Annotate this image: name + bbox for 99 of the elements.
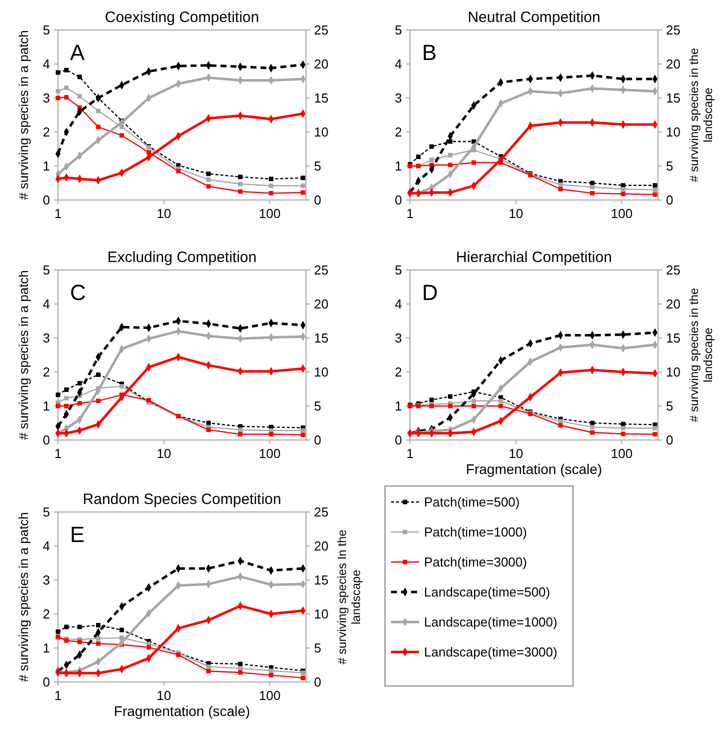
y-tick-label: 0: [394, 192, 402, 208]
chart-title: Coexisting Competition: [104, 9, 260, 26]
x-tick-label: 1: [54, 688, 62, 703]
y-axis-title: # surviving species in a patch: [16, 512, 31, 682]
y-tick-label: 3: [42, 90, 50, 106]
y2-tick-label: 5: [666, 158, 674, 174]
y2-tick-label: 5: [314, 398, 322, 414]
y-tick-label: 5: [394, 22, 402, 38]
y2-tick-label: 15: [666, 330, 680, 346]
y2-tick-label: 15: [666, 90, 680, 106]
y2-tick-label: 5: [666, 398, 674, 414]
y2-tick-label: 0: [314, 432, 322, 448]
x-tick-label: 1: [406, 446, 414, 461]
y-tick-label: 1: [42, 640, 50, 656]
x-tick-label: 10: [508, 206, 524, 221]
x-tick-label: 100: [258, 446, 281, 461]
y2-tick-label: 15: [314, 572, 328, 588]
annotation: C: [70, 280, 86, 305]
y-tick-label: 5: [42, 262, 50, 278]
y-tick-label: 3: [394, 330, 402, 346]
y-tick-label: 1: [394, 158, 402, 174]
y2-axis-title: # surviving species in the landscape: [687, 288, 715, 422]
annotation: A: [70, 40, 85, 65]
y2-tick-label: 10: [314, 606, 328, 622]
legend-label: Landscape(time=1000): [424, 614, 558, 630]
x-tick-label: 1: [54, 446, 62, 461]
x-tick-label: 100: [258, 688, 281, 703]
y2-tick-label: 20: [314, 296, 328, 312]
x-tick-label: 100: [610, 206, 633, 221]
y2-tick-label: 25: [666, 262, 680, 278]
y-tick-label: 4: [394, 56, 402, 72]
y2-tick-label: 0: [666, 192, 674, 208]
annotation: D: [422, 280, 438, 305]
x-tick-label: 10: [156, 446, 172, 461]
y-tick-label: 0: [42, 192, 50, 208]
y2-tick-label: 0: [314, 192, 322, 208]
y2-tick-label: 10: [666, 364, 680, 380]
x-axis-title: Fragmentation (scale): [466, 461, 602, 477]
y-axis-title: # surviving species in a patch: [16, 270, 31, 440]
x-tick-label: 100: [258, 206, 281, 221]
y-tick-label: 2: [394, 124, 402, 140]
x-tick-label: 1: [406, 206, 414, 221]
y-tick-label: 4: [42, 296, 50, 312]
y2-axis-title: # surviving species in the landscape: [687, 48, 715, 182]
y-tick-label: 0: [394, 432, 402, 448]
legend-label: Landscape(time=3000): [424, 644, 558, 660]
y-tick-label: 2: [42, 124, 50, 140]
y2-tick-label: 20: [314, 56, 328, 72]
y2-tick-label: 0: [314, 674, 322, 690]
legend-label: Patch(time=500): [424, 494, 520, 510]
y2-tick-label: 20: [666, 296, 680, 312]
y-tick-label: 3: [394, 90, 402, 106]
y2-tick-label: 15: [314, 330, 328, 346]
y-tick-label: 4: [42, 56, 50, 72]
y2-tick-label: 20: [666, 56, 680, 72]
y2-tick-label: 25: [314, 262, 328, 278]
x-tick-label: 10: [156, 688, 172, 703]
y-tick-label: 4: [42, 538, 50, 554]
y2-tick-label: 5: [314, 158, 322, 174]
y2-tick-label: 10: [314, 124, 328, 140]
y-tick-label: 0: [42, 674, 50, 690]
x-tick-label: 1: [54, 206, 62, 221]
x-tick-label: 10: [156, 206, 172, 221]
y-tick-label: 0: [42, 432, 50, 448]
y-tick-label: 5: [42, 504, 50, 520]
y2-tick-label: 25: [666, 22, 680, 38]
y2-axis-title: # surviving species In the landscape: [335, 529, 363, 664]
legend-label: Landscape(time=500): [424, 584, 550, 600]
x-axis-title: Fragmentation (scale): [114, 703, 250, 719]
chart-title: Excluding Competition: [107, 249, 257, 266]
annotation: B: [422, 40, 437, 65]
y2-tick-label: 0: [666, 432, 674, 448]
y2-tick-label: 25: [314, 22, 328, 38]
y-tick-label: 1: [42, 398, 50, 414]
y-tick-label: 5: [42, 22, 50, 38]
x-tick-label: 10: [508, 446, 524, 461]
y2-tick-label: 15: [314, 90, 328, 106]
y2-tick-label: 10: [314, 364, 328, 380]
y-tick-label: 2: [42, 606, 50, 622]
legend-label: Patch(time=1000): [424, 524, 527, 540]
y-tick-label: 1: [394, 398, 402, 414]
chart-title: Neutral Competition: [468, 9, 600, 26]
y-tick-label: 2: [42, 364, 50, 380]
x-tick-label: 100: [610, 446, 633, 461]
y2-tick-label: 25: [314, 504, 328, 520]
y-tick-label: 3: [42, 572, 50, 588]
y-tick-label: 3: [42, 330, 50, 346]
y-tick-label: 1: [42, 158, 50, 174]
chart-title: Random Species Competition: [82, 491, 282, 508]
chart-title: Hierarchial Competition: [456, 249, 612, 266]
y-tick-label: 2: [394, 364, 402, 380]
y2-tick-label: 10: [666, 124, 680, 140]
y2-tick-label: 20: [314, 538, 328, 554]
legend-label: Patch(time=3000): [424, 554, 527, 570]
y-axis-title: # surviving species in a patch: [16, 30, 31, 200]
y2-tick-label: 5: [314, 640, 322, 656]
y-tick-label: 5: [394, 262, 402, 278]
annotation: E: [70, 522, 85, 547]
y-tick-label: 4: [394, 296, 402, 312]
